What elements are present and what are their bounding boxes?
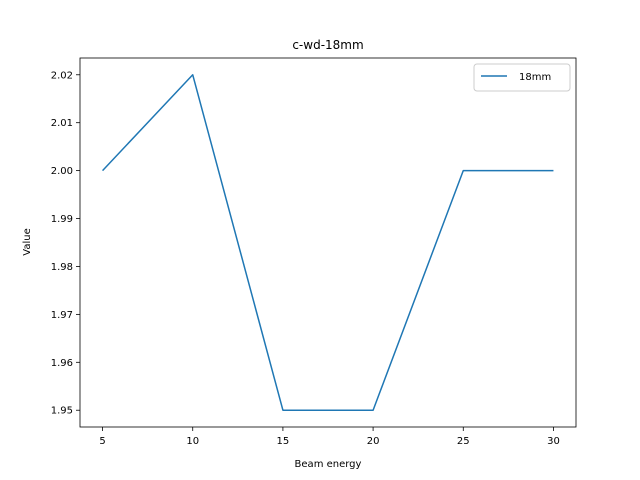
series-line-0 (102, 74, 554, 411)
x-axis: 5 10 15 20 25 30 (99, 427, 560, 447)
x-tick-label: 5 (99, 436, 105, 447)
legend-label: 18mm (519, 72, 551, 83)
y-tick-label: 1.97 (51, 310, 73, 321)
y-tick-label: 2.00 (51, 166, 73, 177)
x-axis-label: Beam energy (295, 459, 362, 470)
data-point (191, 73, 195, 77)
series-layer (101, 73, 555, 412)
y-tick-label: 1.96 (51, 358, 73, 369)
y-tick-label: 1.98 (51, 262, 73, 273)
data-point (281, 408, 285, 412)
data-point (371, 408, 375, 412)
plot-area (79, 57, 577, 428)
y-axis: 1.95 1.96 1.97 1.98 1.99 2.00 2.01 2.02 (51, 70, 80, 417)
legend: 18mm (473, 63, 571, 92)
x-tick-label: 10 (186, 436, 199, 447)
data-point (551, 169, 555, 173)
y-axis-label: Value (22, 228, 33, 255)
x-tick-label: 25 (457, 436, 470, 447)
legend-box (473, 63, 571, 92)
x-tick-label: 20 (367, 436, 380, 447)
y-tick-label: 2.02 (51, 70, 73, 81)
data-point (461, 169, 465, 173)
chart-title: c-wd-18mm (292, 38, 363, 52)
y-tick-label: 1.99 (51, 214, 73, 225)
data-point (101, 169, 105, 173)
y-tick-label: 2.01 (51, 118, 73, 129)
x-tick-label: 30 (547, 436, 560, 447)
y-tick-label: 1.95 (51, 406, 73, 417)
x-tick-label: 15 (277, 436, 290, 447)
